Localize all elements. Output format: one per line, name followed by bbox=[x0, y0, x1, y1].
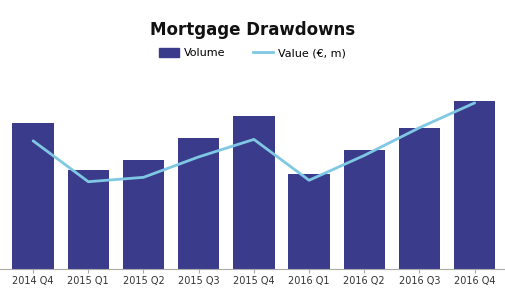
Bar bbox=[13, 123, 54, 269]
Bar bbox=[178, 138, 219, 269]
Bar bbox=[454, 102, 495, 269]
Legend: Volume, Value (€, m): Volume, Value (€, m) bbox=[155, 43, 350, 63]
Bar bbox=[68, 170, 109, 269]
Bar bbox=[343, 150, 385, 269]
Text: Mortgage Drawdowns: Mortgage Drawdowns bbox=[150, 21, 355, 39]
Bar bbox=[233, 116, 275, 269]
Bar bbox=[399, 128, 440, 269]
Bar bbox=[288, 174, 330, 269]
Bar bbox=[123, 160, 164, 269]
